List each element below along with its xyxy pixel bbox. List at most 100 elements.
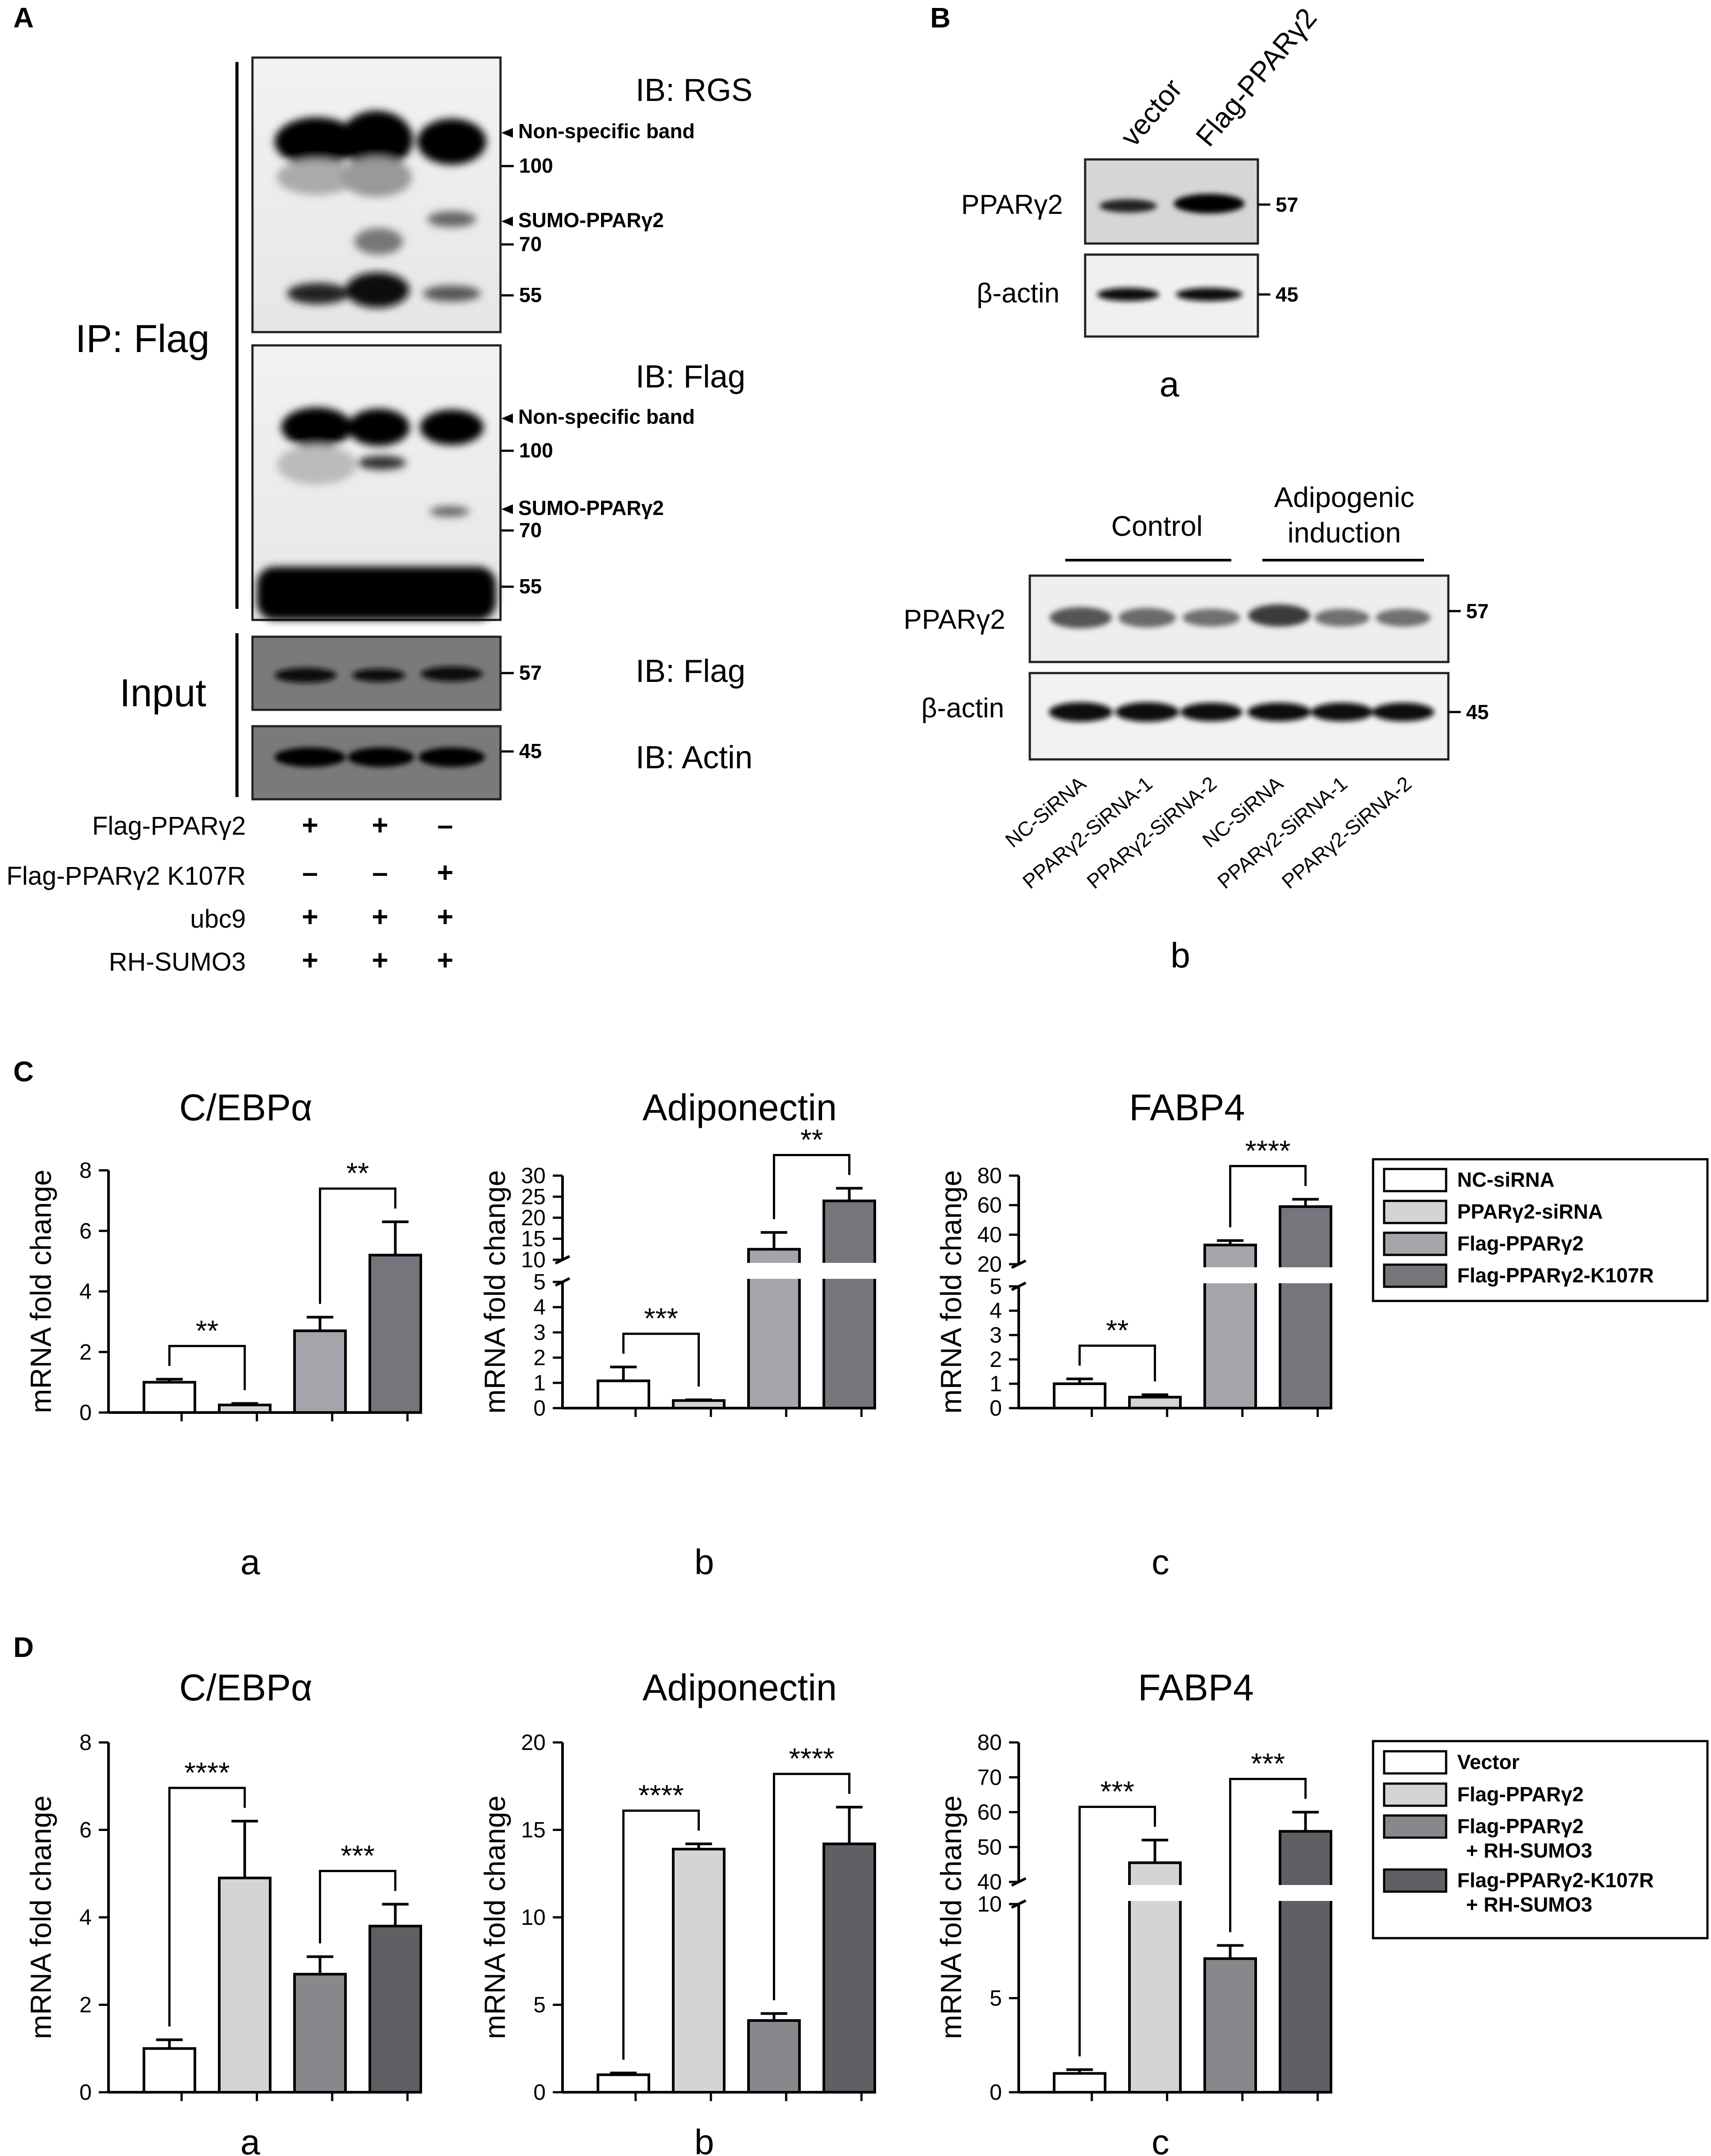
significance-label: *** xyxy=(1251,1747,1285,1780)
bar-break-gap xyxy=(821,1263,877,1279)
cond-value: + xyxy=(302,901,318,933)
bar-break-gap xyxy=(1127,1885,1183,1901)
y-tick-label: 20 xyxy=(521,1730,546,1755)
cond-value: + xyxy=(372,944,388,976)
arrowhead-icon xyxy=(501,217,513,226)
chart-sublabel: b xyxy=(694,1542,714,1582)
annot-sumo-1: SUMO-PPARγ2 xyxy=(518,209,664,232)
y-tick-label: 40 xyxy=(977,1222,1002,1247)
y-tick-label: 4 xyxy=(533,1295,546,1320)
arrowhead-icon xyxy=(501,504,513,514)
bar xyxy=(747,2019,801,2094)
cond-value: + xyxy=(372,809,388,841)
bar xyxy=(293,1973,347,2094)
significance-bracket xyxy=(319,1870,396,1943)
annot-mw-70-2: 70 xyxy=(519,519,542,542)
y-tick-label: 15 xyxy=(521,1818,546,1842)
annot-nonspecific-1: Non-specific band xyxy=(518,120,695,143)
sublabel-ba: a xyxy=(1160,364,1179,404)
significance-bracket xyxy=(773,1773,850,2001)
cond-value: + xyxy=(372,901,388,933)
cond-label-1: Flag-PPARγ2 xyxy=(92,812,246,840)
sublabel-bb: b xyxy=(1171,936,1191,975)
y-tick-label: 8 xyxy=(79,1158,92,1183)
legend-swatch xyxy=(1383,1868,1447,1893)
legend-swatch xyxy=(1383,1814,1447,1839)
bar-break-gap xyxy=(746,1263,802,1279)
legend-c-label: PPARγ2-siRNA xyxy=(1457,1200,1603,1223)
chart-sublabel: b xyxy=(694,2122,714,2156)
annot-mw-57: 57 xyxy=(519,661,542,684)
y-tick-label: 0 xyxy=(533,1396,546,1421)
blot-ib-rgs xyxy=(251,56,502,333)
y-axis-label: mRNA fold change xyxy=(478,1170,511,1413)
annot-mw-100-1: 100 xyxy=(519,154,553,177)
bar xyxy=(1128,1396,1182,1409)
legend-d-label: Vector xyxy=(1457,1750,1520,1773)
annot-mw-70-1: 70 xyxy=(519,232,542,255)
row-label-pparg2: PPARγ2 xyxy=(961,190,1063,220)
bar xyxy=(369,1254,422,1414)
y-axis-label: mRNA fold change xyxy=(935,1170,967,1413)
blot-annotations: Non-specific band 100 SUMO-PPARγ2 70 55 … xyxy=(501,120,695,763)
y-tick-label: 0 xyxy=(79,1400,92,1425)
legend-d-label: + RH-SUMO3 xyxy=(1466,1839,1592,1862)
significance-bracket xyxy=(773,1154,850,1219)
y-tick-label: 60 xyxy=(977,1193,1002,1218)
blot-ib-flag-ip xyxy=(251,344,502,621)
y-tick-label: 0 xyxy=(989,2080,1002,2105)
chart-sublabel: c xyxy=(1152,1542,1169,1582)
y-tick-label: 3 xyxy=(989,1323,1002,1347)
cond-label-2: Flag-PPARγ2 K107R xyxy=(7,862,246,890)
row-label-bb-actin: β-actin xyxy=(921,693,1004,724)
y-tick-label: 60 xyxy=(977,1800,1002,1825)
marker-ba-45: 45 xyxy=(1276,283,1298,306)
annot-nonspecific-2: Non-specific band xyxy=(518,405,695,428)
marker-ba-57: 57 xyxy=(1276,193,1298,216)
bar xyxy=(218,1877,272,2094)
y-axis-label: mRNA fold change xyxy=(935,1796,967,2039)
y-tick-label: 5 xyxy=(989,1274,1002,1299)
bar xyxy=(1279,1205,1332,1409)
legend-d-label: Flag-PPARγ2 xyxy=(1457,1783,1583,1806)
arrowhead-icon xyxy=(501,128,513,138)
row-label-actin: β-actin xyxy=(977,278,1059,309)
arrowhead-icon xyxy=(501,414,513,423)
legend-swatch xyxy=(1383,1263,1447,1288)
chart-title: FABP4 xyxy=(1129,1087,1245,1128)
y-tick-label: 40 xyxy=(977,1870,1002,1894)
legend-swatch xyxy=(1383,1231,1447,1256)
legend-swatch xyxy=(1383,1168,1447,1192)
blot-input-flag xyxy=(251,635,502,711)
chart-title: C/EBPα xyxy=(179,1087,313,1128)
bar-break-gap xyxy=(1277,1885,1334,1901)
legend-d-label: + RH-SUMO3 xyxy=(1466,1893,1592,1916)
chart-sublabel: a xyxy=(241,1542,260,1582)
bar xyxy=(672,1399,726,1409)
significance-bracket xyxy=(168,1345,246,1390)
significance-label: **** xyxy=(1245,1134,1291,1167)
lane-label-flag-pparg2: Flag-PPARγ2 xyxy=(1190,2,1323,152)
y-tick-label: 0 xyxy=(989,1396,1002,1421)
bar xyxy=(218,1403,272,1414)
significance-label: *** xyxy=(644,1302,678,1335)
bar xyxy=(823,1842,876,2094)
significance-label: *** xyxy=(1100,1775,1134,1808)
y-tick-label: 6 xyxy=(79,1219,92,1243)
chart-sublabel: c xyxy=(1152,2122,1169,2156)
blot-input-actin xyxy=(251,725,502,801)
row-label-bb-pparg2: PPARγ2 xyxy=(904,604,1005,635)
y-axis-label: mRNA fold change xyxy=(24,1796,57,2039)
significance-label: **** xyxy=(184,1756,230,1789)
y-tick-label: 10 xyxy=(521,1905,546,1930)
annot-mw-55-1: 55 xyxy=(519,283,542,306)
ib-label-flag-input: IB: Flag xyxy=(636,654,745,689)
annot-mw-55-2: 55 xyxy=(519,575,542,598)
cond-value: + xyxy=(437,944,453,976)
marker-bb-57: 57 xyxy=(1466,600,1489,623)
y-tick-label: 4 xyxy=(79,1279,92,1304)
bar xyxy=(1053,2072,1106,2094)
chart-sublabel: a xyxy=(241,2122,260,2156)
